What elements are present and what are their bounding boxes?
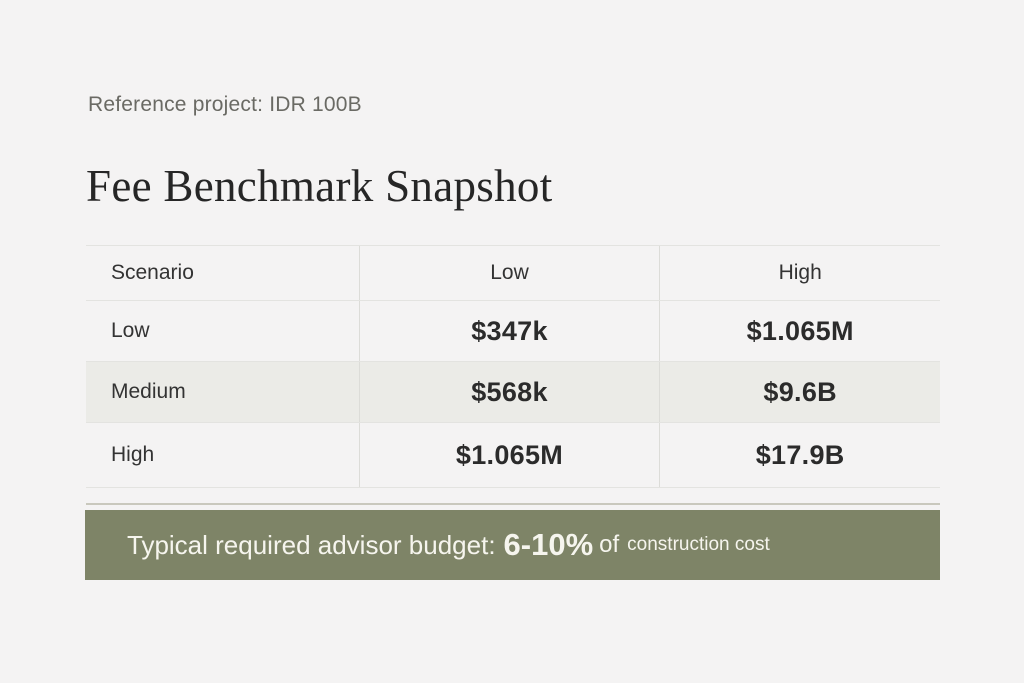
- table-header-row: Scenario Low High: [86, 246, 940, 301]
- page-title: Fee Benchmark Snapshot: [86, 161, 553, 211]
- section-divider: [86, 503, 940, 505]
- low-value-cell: $347k: [360, 301, 661, 361]
- banner-lead-text: Typical required advisor budget:: [127, 529, 496, 560]
- scenario-cell: Medium: [86, 362, 360, 422]
- banner-of-text: of: [599, 531, 620, 558]
- low-value-cell: $1.065M: [360, 423, 661, 487]
- fee-benchmark-table: Scenario Low High Low $347k $1.065M Medi…: [86, 245, 940, 488]
- table-row: Medium $568k $9.6B: [86, 362, 940, 423]
- banner-percentage: 6-10%: [503, 527, 594, 562]
- high-value-cell: $17.9B: [755, 439, 845, 470]
- column-header-scenario: Scenario: [86, 246, 360, 300]
- low-value-cell: $568k: [360, 362, 661, 422]
- high-value-cell: $1.065M: [746, 315, 854, 346]
- column-header-high: High: [778, 261, 822, 284]
- reference-project-label: Reference project: IDR 100B: [88, 93, 362, 116]
- banner-tail-text: construction cost: [627, 534, 770, 555]
- scenario-cell: Low: [86, 301, 360, 361]
- table-row: Low $347k $1.065M: [86, 301, 940, 362]
- table-row: High $1.065M $17.9B: [86, 423, 940, 488]
- scenario-cell: High: [86, 423, 360, 487]
- advisor-budget-banner: Typical required advisor budget: 6-10% o…: [85, 510, 940, 580]
- column-header-low: Low: [360, 246, 661, 300]
- high-value-cell: $9.6B: [763, 376, 837, 407]
